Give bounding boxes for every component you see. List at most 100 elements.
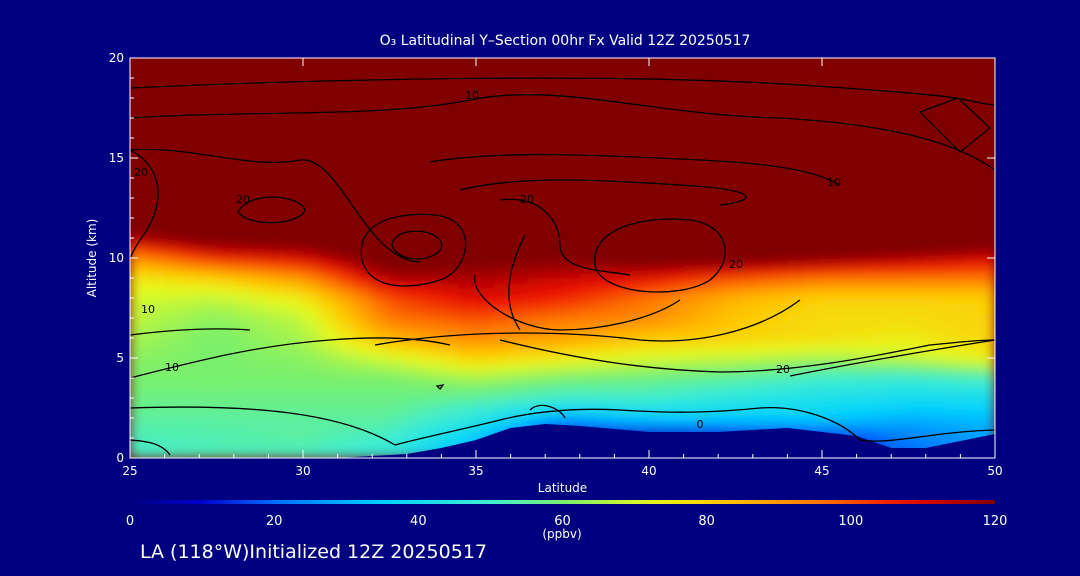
ozone-cell bbox=[423, 437, 442, 444]
ozone-cell bbox=[683, 322, 702, 329]
ozone-cell bbox=[233, 377, 252, 384]
ozone-cell bbox=[475, 352, 494, 359]
ozone-cell bbox=[959, 342, 979, 349]
ozone-cell bbox=[146, 357, 166, 364]
ozone-cell bbox=[821, 222, 840, 229]
ozone-cell bbox=[631, 332, 650, 339]
ozone-cell bbox=[319, 432, 339, 439]
ozone-cell bbox=[596, 362, 615, 369]
ozone-cell bbox=[492, 222, 512, 229]
ozone-cell bbox=[492, 277, 512, 284]
ozone-cell bbox=[510, 227, 529, 234]
ozone-cell bbox=[233, 357, 252, 364]
ozone-cell bbox=[579, 392, 598, 399]
ozone-cell bbox=[735, 217, 754, 224]
ozone-cell bbox=[181, 247, 200, 254]
ozone-cell bbox=[977, 237, 995, 244]
ozone-cell bbox=[562, 242, 581, 249]
ozone-cell bbox=[838, 292, 858, 299]
ozone-cell bbox=[717, 207, 736, 214]
ozone-cell bbox=[164, 267, 183, 274]
ozone-cell bbox=[977, 282, 995, 289]
ozone-cell bbox=[198, 277, 217, 284]
ozone-cell bbox=[164, 212, 183, 219]
ozone-cell bbox=[942, 417, 961, 424]
ozone-cell bbox=[319, 357, 339, 364]
ozone-cell bbox=[856, 287, 875, 294]
ozone-cell bbox=[596, 272, 615, 279]
ozone-cell bbox=[267, 302, 287, 309]
ozone-cell bbox=[821, 217, 840, 224]
ozone-cell bbox=[354, 432, 373, 439]
ozone-cell bbox=[267, 427, 287, 434]
ozone-cell bbox=[492, 372, 512, 379]
ozone-cell bbox=[510, 317, 529, 324]
ozone-cell bbox=[389, 242, 408, 249]
ozone-cell bbox=[285, 352, 304, 359]
ozone-cell bbox=[337, 222, 356, 229]
ozone-cell bbox=[371, 297, 390, 304]
ozone-cell bbox=[233, 447, 252, 454]
ozone-cell bbox=[631, 352, 650, 359]
ozone-cell bbox=[406, 397, 425, 404]
contour-line bbox=[394, 406, 995, 446]
ozone-cell bbox=[371, 357, 390, 364]
ozone-cell bbox=[804, 272, 823, 279]
ozone-cell bbox=[302, 387, 321, 394]
ozone-cell bbox=[302, 362, 321, 369]
ozone-cell bbox=[267, 217, 287, 224]
ozone-cell bbox=[908, 272, 927, 279]
ozone-cell bbox=[337, 247, 356, 254]
ozone-cell bbox=[406, 437, 425, 444]
ozone-cell bbox=[198, 352, 217, 359]
ozone-cell bbox=[804, 267, 823, 274]
ozone-cell bbox=[579, 292, 598, 299]
ozone-cell bbox=[146, 242, 166, 249]
ozone-cell bbox=[700, 352, 719, 359]
ozone-cell bbox=[475, 262, 494, 269]
ozone-cell bbox=[233, 347, 252, 354]
ozone-cell bbox=[216, 322, 235, 329]
ozone-cell bbox=[786, 317, 806, 324]
ozone-cell bbox=[164, 452, 183, 458]
ozone-cell bbox=[977, 267, 995, 274]
ozone-cell bbox=[475, 232, 494, 239]
ozone-cell bbox=[804, 382, 823, 389]
ozone-cell bbox=[510, 212, 529, 219]
ozone-cell bbox=[371, 252, 390, 259]
ozone-cell bbox=[250, 197, 269, 204]
ozone-cell bbox=[562, 217, 581, 224]
x-tick-label: 45 bbox=[814, 464, 829, 478]
ozone-cell bbox=[371, 452, 390, 458]
ozone-cell bbox=[423, 282, 442, 289]
ozone-cell bbox=[665, 277, 685, 284]
ozone-cell bbox=[613, 422, 633, 429]
ozone-cell bbox=[510, 232, 529, 239]
ozone-cell bbox=[510, 357, 529, 364]
ozone-cell bbox=[527, 367, 546, 374]
ozone-cell bbox=[752, 222, 771, 229]
ozone-cell bbox=[648, 372, 667, 379]
ozone-cell bbox=[164, 347, 183, 354]
ozone-cell bbox=[752, 352, 771, 359]
ozone-cell bbox=[250, 252, 269, 259]
ozone-cell bbox=[717, 252, 736, 259]
ozone-cell bbox=[510, 392, 529, 399]
ozone-cell bbox=[233, 207, 252, 214]
ozone-cell bbox=[319, 447, 339, 454]
ozone-cell bbox=[492, 297, 512, 304]
ozone-cell bbox=[838, 347, 858, 354]
ozone-cell bbox=[354, 387, 373, 394]
ozone-cell bbox=[164, 397, 183, 404]
ozone-cell bbox=[873, 337, 892, 344]
ozone-cell bbox=[319, 317, 339, 324]
ozone-cell bbox=[562, 332, 581, 339]
ozone-cell bbox=[821, 357, 840, 364]
ozone-cell bbox=[440, 202, 460, 209]
ozone-cell bbox=[856, 232, 875, 239]
ozone-cell bbox=[233, 267, 252, 274]
ozone-cell bbox=[544, 207, 563, 214]
ozone-cell bbox=[146, 452, 166, 458]
ozone-cell bbox=[371, 322, 390, 329]
ozone-cell bbox=[613, 367, 633, 374]
